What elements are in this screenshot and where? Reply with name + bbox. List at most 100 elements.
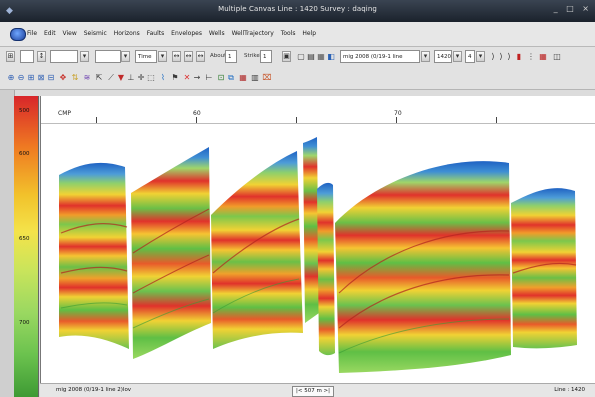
horizon-icon[interactable]: ≋ — [83, 73, 91, 82]
cursor-icon[interactable]: ⇱ — [95, 73, 103, 82]
chevron-down-icon[interactable]: ▾ — [453, 51, 462, 62]
ruler-label: 60 — [193, 110, 201, 117]
cmp-ruler: CMP 60 70 — [41, 96, 595, 124]
settings-icon[interactable]: ◫ — [553, 52, 561, 61]
menu-view[interactable]: View — [62, 30, 77, 37]
app-icon: ◆ — [6, 6, 13, 16]
menu-bar: File Edit View Seismic Horizons Faults E… — [0, 22, 595, 47]
menu-seismic[interactable]: Seismic — [83, 30, 107, 37]
print-icon[interactable]: ▦ — [239, 73, 247, 82]
menu-wells[interactable]: Wells — [208, 30, 225, 37]
logo-icon — [10, 28, 26, 41]
pan-icon[interactable]: ✥ — [59, 73, 67, 82]
delete-icon[interactable]: ✕ — [183, 73, 191, 82]
well-icon[interactable]: ⌇ — [161, 73, 165, 82]
chevron-down-icon[interactable]: ▾ — [121, 51, 130, 62]
field-a-label: AboutT — [210, 53, 230, 59]
menu-welltrajectory[interactable]: WellTrajectory — [231, 30, 274, 37]
menu-envelopes[interactable]: Envelopes — [171, 30, 202, 37]
marker-icon[interactable]: ▼ — [117, 73, 125, 82]
status-volume: mig 2008 (0/19-1 line 2)lov — [56, 387, 132, 393]
ruler-icon[interactable]: ⊥ — [127, 73, 135, 82]
menu-faults[interactable]: Faults — [146, 30, 165, 37]
annotate-icon[interactable]: ⌧ — [262, 73, 272, 82]
toolbar-top: ⊞ ↕ ▾ ▾ Time ▾ ↔ ↔ ↔ AboutT 1 StrikeT 1 … — [0, 47, 595, 73]
scale-indicator: |< 507 m >| — [292, 386, 335, 397]
new-page-icon[interactable]: ▢ — [297, 52, 305, 61]
combo-a[interactable] — [20, 50, 34, 63]
save-icon[interactable]: ▦ — [317, 52, 325, 61]
menu-tools[interactable]: Tools — [280, 30, 296, 37]
volume-select[interactable]: mig 2008 (0/19-1 line 2)lov — [340, 50, 420, 73]
arrow-right-icon[interactable]: → — [193, 73, 201, 82]
pick-icon[interactable]: ⇅ — [71, 73, 79, 82]
menu-file[interactable]: File — [27, 30, 38, 37]
open-folder-icon[interactable]: ▤ — [307, 52, 315, 61]
menu-horizons[interactable]: Horizons — [113, 30, 140, 37]
ruler-tick — [396, 117, 397, 123]
colorbar-tick: 600 — [19, 151, 30, 157]
window-title: Multiple Canvas Line : 1420 Survey : daq… — [218, 5, 377, 13]
seismic-section-image — [59, 137, 577, 373]
side-panel — [0, 90, 15, 397]
grid-icon[interactable]: ▦ — [539, 52, 547, 61]
zoom-out-icon[interactable]: ⊖ — [17, 73, 25, 82]
ruler-tick — [496, 117, 497, 123]
status-line: Line : 1420 — [554, 387, 585, 393]
menu-items: File Edit View Seismic Horizons Faults E… — [27, 30, 321, 37]
fault-icon[interactable]: ⟋ — [108, 73, 114, 82]
line-icon[interactable]: ⊢ — [205, 73, 213, 82]
colorbar-tick: 500 — [19, 108, 30, 114]
last-icon[interactable]: ⟩ — [507, 52, 511, 61]
flag-icon[interactable]: ⚑ — [171, 73, 179, 82]
field-b-label: StrikeT — [244, 53, 264, 59]
next-icon[interactable]: ⟩ — [499, 52, 503, 61]
seismic-canvas[interactable]: CMP 60 70 — [40, 96, 595, 383]
info-icon[interactable]: ◧ — [327, 52, 335, 61]
mode-select[interactable]: Time — [135, 50, 157, 63]
title-bar: ◆ Multiple Canvas Line : 1420 Survey : d… — [0, 0, 595, 22]
chevron-down-icon[interactable]: ▾ — [476, 51, 485, 62]
crosshair-icon[interactable]: ✛ — [137, 73, 145, 82]
zoom-in-icon[interactable]: ⊕ — [7, 73, 15, 82]
tool-icon[interactable]: ↔ — [172, 51, 181, 62]
ruler-tick — [96, 117, 97, 123]
window-controls: _ □ × — [548, 4, 589, 13]
combo-b[interactable] — [50, 50, 78, 63]
tool-icon[interactable]: ▣ — [282, 51, 291, 62]
tool-icon[interactable]: ↔ — [196, 51, 205, 62]
tool-icon[interactable]: ↔ — [184, 51, 193, 62]
line-input[interactable]: 1420 — [434, 50, 452, 63]
colorbar-tick: 650 — [19, 236, 30, 242]
field-b-input[interactable]: 1 — [260, 50, 272, 63]
menu-help[interactable]: Help — [302, 30, 317, 37]
zoom-y-icon[interactable]: ⊟ — [47, 73, 55, 82]
colorbar-tick: 700 — [19, 320, 30, 326]
chevron-down-icon[interactable]: ▾ — [421, 51, 430, 62]
select-icon[interactable]: ⬚ — [147, 73, 155, 82]
field-a-input[interactable]: 1 — [225, 50, 237, 63]
maximize-button[interactable]: □ — [566, 4, 574, 13]
zoom-box-icon[interactable]: ⊞ — [27, 73, 35, 82]
image-icon[interactable]: ▥ — [251, 73, 259, 82]
step-icon[interactable]: ↕ — [37, 51, 46, 62]
menu-edit[interactable]: Edit — [43, 30, 56, 37]
color-palette-icon[interactable]: ▮ — [516, 52, 522, 61]
chevron-down-icon[interactable]: ▾ — [80, 51, 89, 62]
step-input[interactable]: 4 — [465, 50, 475, 63]
prev-icon[interactable]: ⟩ — [491, 52, 495, 61]
status-bar: mig 2008 (0/19-1 line 2)lov |< 507 m >| … — [40, 383, 595, 397]
export-icon[interactable]: ⧉ — [228, 73, 234, 82]
combo-c[interactable] — [95, 50, 121, 63]
map-icon[interactable]: ⊡ — [217, 73, 225, 82]
close-button[interactable]: × — [582, 4, 589, 13]
zoom-fit-icon[interactable]: ⊞ — [6, 51, 15, 62]
amplitude-colorbar: 500 600 650 700 — [14, 96, 39, 397]
ruler-tick — [196, 117, 197, 123]
minimize-button[interactable]: _ — [553, 4, 558, 13]
ruler-tick — [296, 117, 297, 123]
chevron-down-icon[interactable]: ▾ — [158, 51, 167, 62]
zoom-x-icon[interactable]: ⊠ — [37, 73, 45, 82]
wiggle-icon[interactable]: ⋮ — [527, 52, 535, 61]
